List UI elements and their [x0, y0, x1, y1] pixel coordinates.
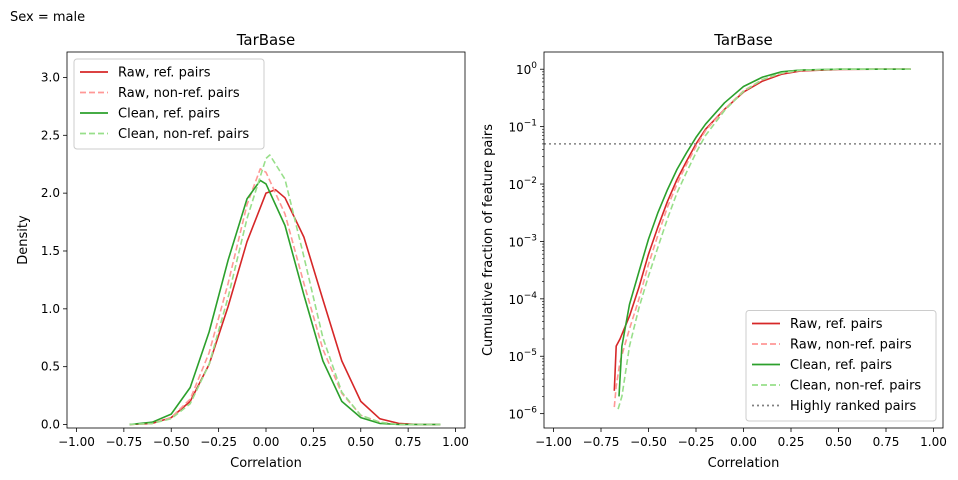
density-x-tick-label: 0.75: [395, 435, 422, 449]
y-tick-exponent: −3: [524, 233, 537, 243]
cumulative-y-tick-label: 10−2: [508, 176, 537, 192]
figure-suptitle: Sex = male: [10, 10, 85, 25]
density-series-line-1: [129, 168, 441, 426]
density-y-axis-label: Density: [16, 215, 31, 265]
y-tick-base: 10: [508, 408, 523, 422]
y-tick-base: 10: [508, 121, 523, 135]
density-x-tick-label: 1.00: [442, 435, 469, 449]
density-series-line-0: [129, 188, 441, 426]
cumulative-y-tick-label: 10−5: [508, 348, 537, 364]
density-legend-box: [73, 58, 265, 150]
cumulative-legend: Raw, ref. pairs Raw, non-ref. pairs Clean,…: [745, 310, 937, 422]
density-title: TarBase: [236, 31, 296, 49]
density-x-tick-label: −0.25: [200, 435, 237, 449]
y-tick-exponent: −2: [524, 176, 537, 186]
density-legend-label-1: Raw, non-ref. pairs: [118, 86, 240, 101]
cumulative-x-tick-label: −0.50: [630, 435, 667, 449]
y-tick-exponent: −5: [524, 348, 537, 358]
y-tick-exponent: 0: [531, 61, 537, 71]
density-x-tick-label: 0.25: [300, 435, 327, 449]
density-legend-label-3: Clean, non-ref. pairs: [118, 127, 249, 142]
density-y-tick-label: 0.5: [41, 360, 60, 374]
cumulative-x-axis-label: Correlation: [708, 456, 780, 471]
density-y-tick-label: 1.5: [41, 244, 60, 258]
cumulative-y-tick-label: 10−1: [508, 119, 537, 135]
cumulative-x-tick-label: 0.00: [730, 435, 757, 449]
density-x-tick-label: −0.75: [105, 435, 142, 449]
cumulative-y-tick-label: 10−6: [508, 406, 537, 422]
density-y-tick-label: 1.0: [41, 302, 60, 316]
density-y-tick-label: 2.5: [41, 128, 60, 142]
cumulative-x-tick-label: 0.25: [778, 435, 805, 449]
y-tick-base: 10: [508, 235, 523, 249]
cumulative-x-tick-label: −0.75: [583, 435, 620, 449]
cumulative-legend-label-1: Raw, non-ref. pairs: [790, 338, 912, 353]
density-panel: TarBase −1.00 −0.75 −0.50 −0.25 0.00 0.25 0.50 0…: [16, 31, 469, 471]
cumulative-x-tick-label: 0.75: [873, 435, 900, 449]
cumulative-legend-label-3: Clean, non-ref. pairs: [790, 379, 921, 394]
cumulative-legend-label-0: Raw, ref. pairs: [790, 317, 883, 332]
density-y-tick-label: 3.0: [41, 70, 60, 84]
density-x-axis-label: Correlation: [230, 456, 302, 471]
density-legend-label-0: Raw, ref. pairs: [118, 66, 211, 81]
cumulative-title: TarBase: [713, 31, 773, 49]
cumulative-x-tick-label: −0.25: [678, 435, 715, 449]
y-tick-exponent: −4: [524, 291, 538, 301]
cumulative-y-tick-label: 10−4: [508, 291, 537, 307]
density-y-tick-label: 0.0: [41, 418, 60, 432]
cumulative-x-tick-label: 1.00: [920, 435, 947, 449]
y-tick-base: 10: [508, 350, 523, 364]
cumulative-x-tick-label: 0.50: [825, 435, 852, 449]
density-x-tick-label: −0.50: [153, 435, 190, 449]
cumulative-legend-box: [745, 310, 937, 422]
density-x-tick-label: −1.00: [58, 435, 95, 449]
y-tick-base: 10: [508, 178, 523, 192]
cumulative-y-tick-label: 100: [516, 61, 537, 77]
density-legend: Raw, ref. pairs Raw, non-ref. pairs Clean,…: [73, 58, 265, 150]
density-x-tick-label: 0.50: [347, 435, 374, 449]
cumulative-panel: TarBase −1.00 −0.75 −0.50 −0.25 0.00 0.25 0.50 0…: [481, 31, 947, 471]
y-tick-base: 10: [508, 293, 523, 307]
cumulative-legend-label-2: Clean, ref. pairs: [790, 358, 892, 373]
density-y-tick-label: 2.0: [41, 186, 60, 200]
cumulative-y-tick-label: 10−3: [508, 233, 537, 249]
density-axes-frame: [66, 51, 466, 429]
density-legend-label-2: Clean, ref. pairs: [118, 107, 220, 122]
y-tick-exponent: −1: [524, 119, 537, 129]
y-tick-exponent: −6: [524, 406, 538, 416]
density-x-tick-label: 0.00: [253, 435, 280, 449]
density-series-line-3: [129, 154, 441, 426]
y-tick-base: 10: [516, 63, 531, 77]
cumulative-legend-label-4: Highly ranked pairs: [790, 399, 916, 414]
cumulative-y-axis-label: Cumulative fraction of feature pairs: [481, 124, 496, 356]
cumulative-series-line-3: [617, 68, 911, 410]
cumulative-axes-frame: [543, 51, 944, 429]
cumulative-x-tick-label: −1.00: [535, 435, 572, 449]
density-series-line-2: [129, 179, 441, 426]
